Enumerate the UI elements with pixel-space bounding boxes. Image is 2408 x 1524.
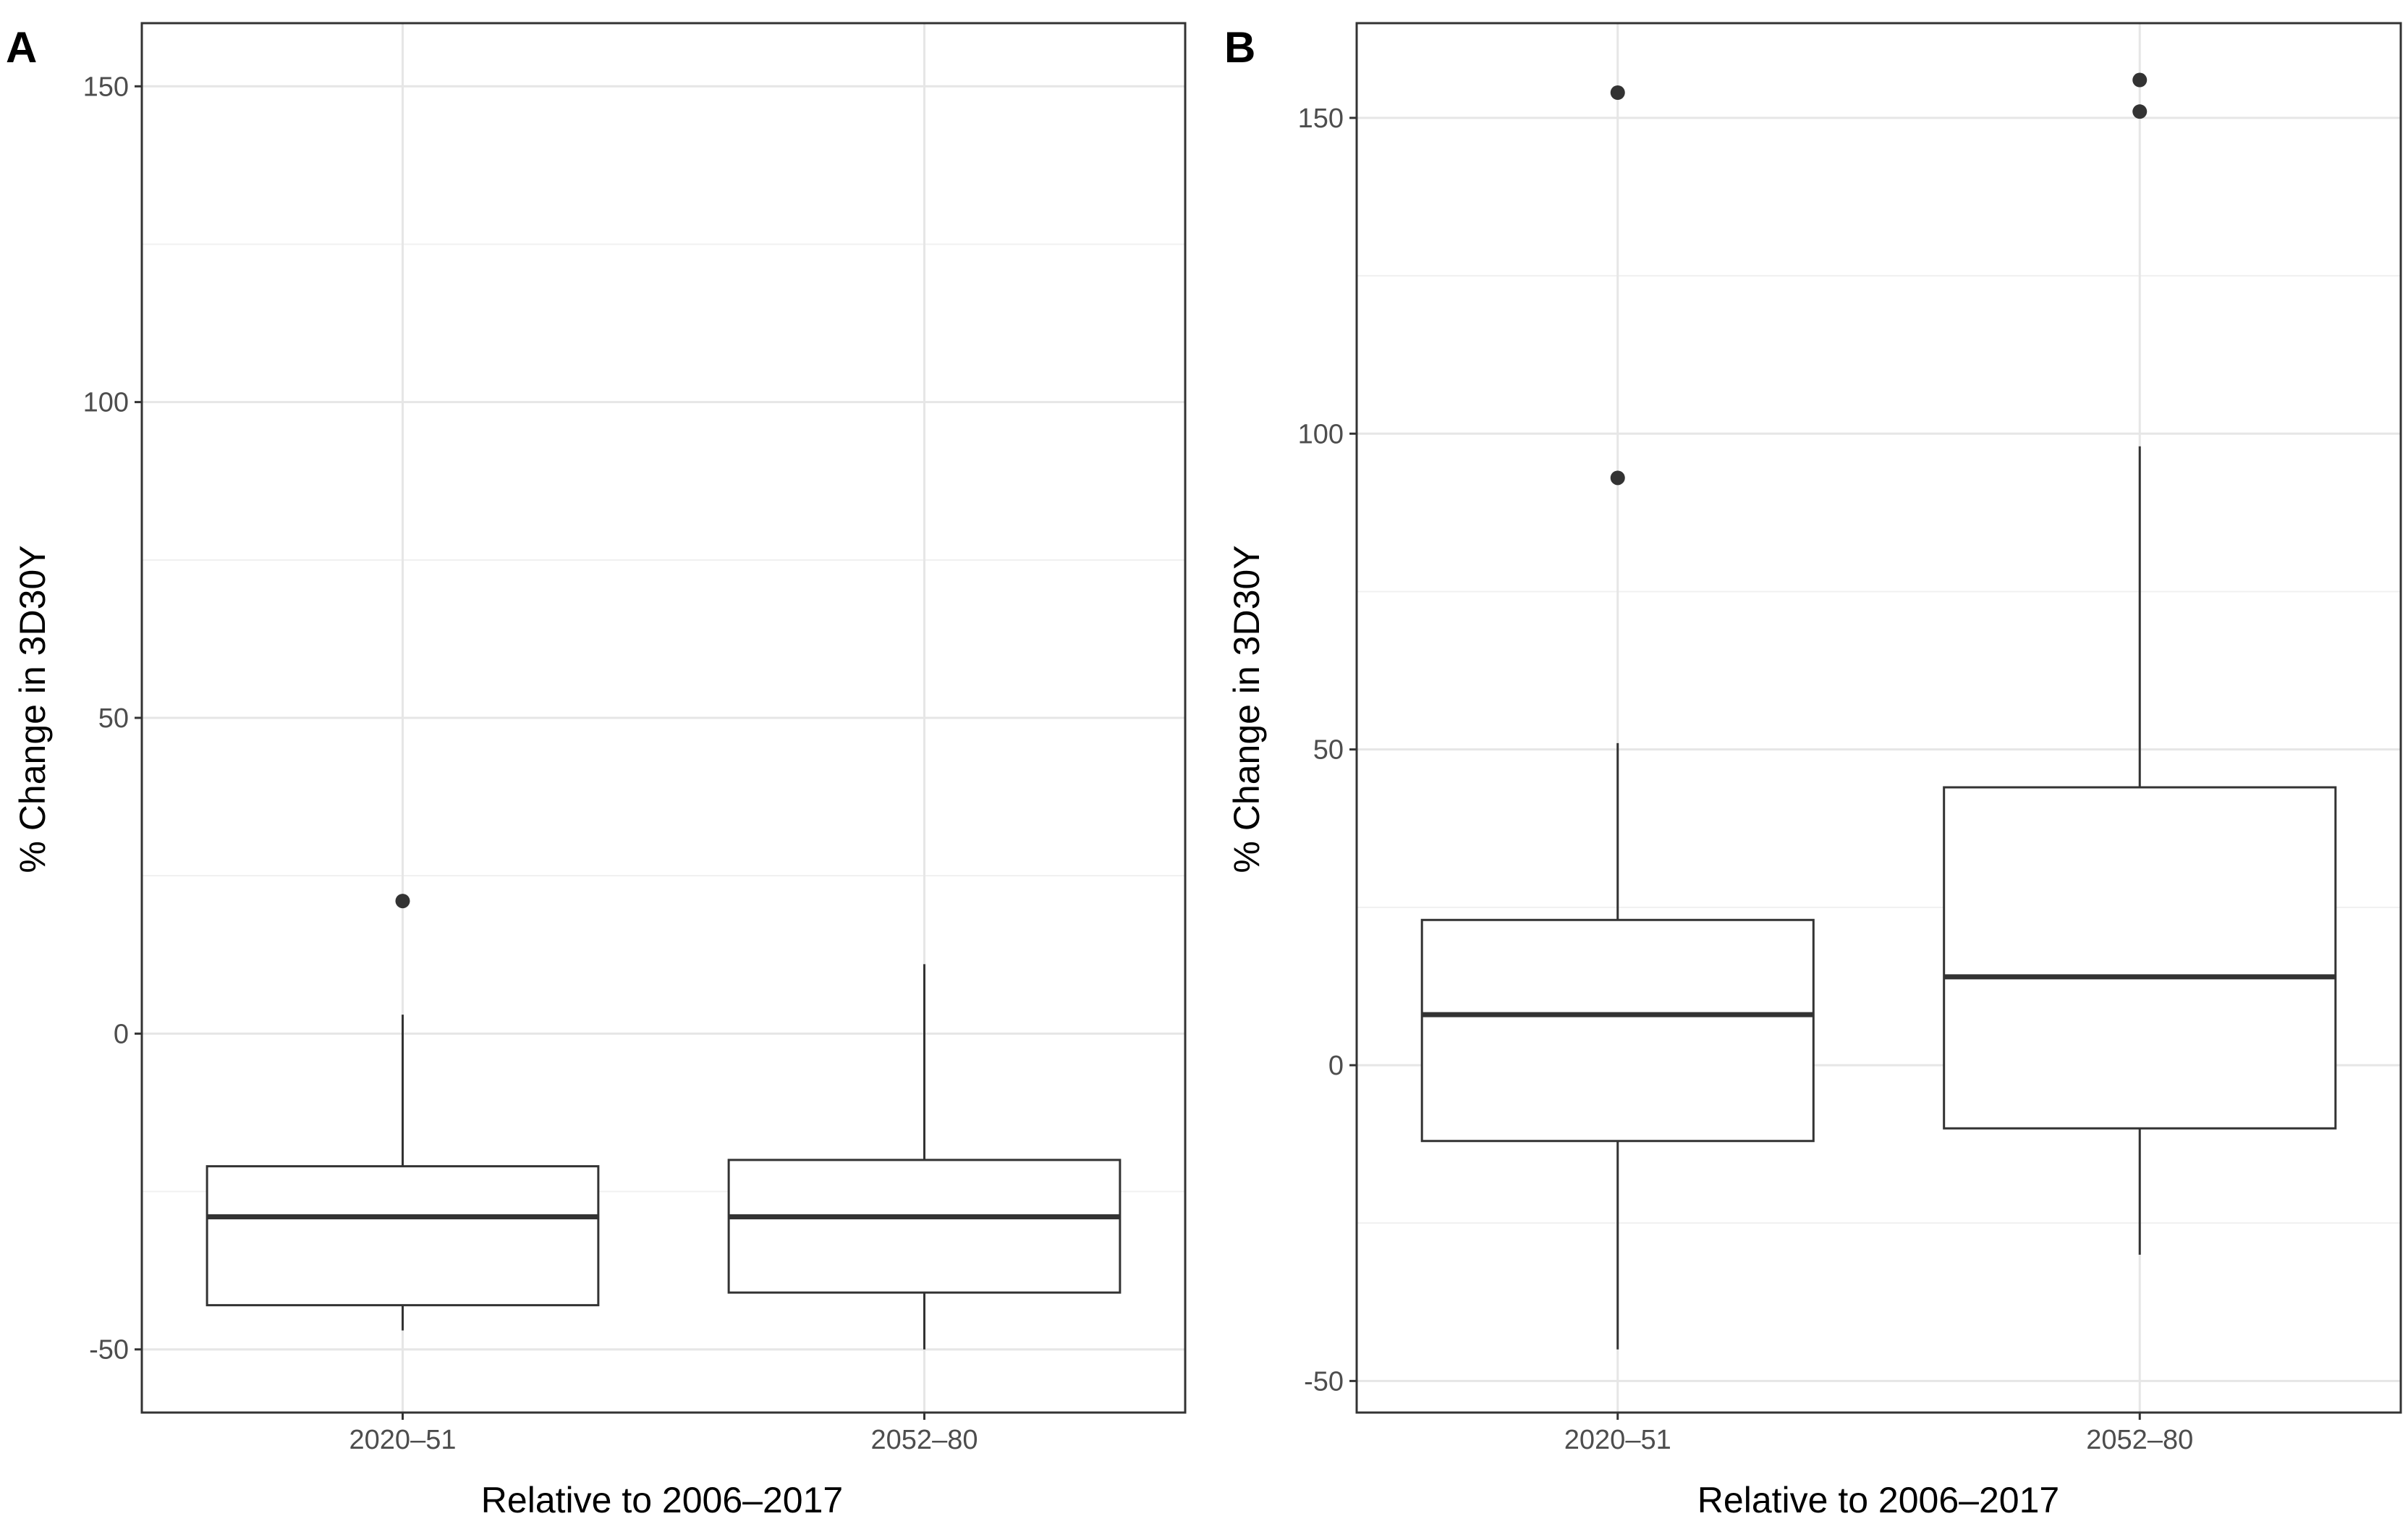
panel-b-x-tick-label: 2052–80 bbox=[2086, 1425, 2193, 1455]
panel-a-x-tick-label: 2020–51 bbox=[349, 1425, 457, 1455]
panel-a-y-tick-label: 100 bbox=[83, 388, 129, 418]
panel-b-outlier-point bbox=[2132, 72, 2148, 88]
panel-a-y-tick-label: 150 bbox=[83, 72, 129, 102]
panel-a-x-axis-title: Relative to 2006–2017 bbox=[481, 1480, 843, 1520]
panel-a-box bbox=[727, 1159, 1122, 1294]
panel-b-outlier-point bbox=[1610, 470, 1625, 486]
panel-b-y-tick-label: 100 bbox=[1298, 419, 1344, 449]
panel-b: B % Change in 3D30Y Relative to 2006–201… bbox=[1224, 22, 2402, 1520]
panel-a-panel-border bbox=[140, 22, 1187, 1414]
panel-a-y-tick-label: -50 bbox=[89, 1335, 129, 1366]
panel-b-y-axis-title: % Change in 3D30Y bbox=[1226, 545, 1267, 873]
panel-a-y-tick-label: 50 bbox=[98, 703, 129, 734]
panel-b-y-tick-label: -50 bbox=[1304, 1366, 1344, 1397]
panel-a-x-tick-label: 2052–80 bbox=[871, 1425, 978, 1455]
panel-b-label: B bbox=[1224, 23, 1255, 72]
panel-b-panel-border bbox=[1355, 22, 2402, 1414]
panel-a-outlier-point bbox=[395, 894, 410, 909]
panel-b-y-tick-label: 150 bbox=[1298, 103, 1344, 134]
panel-a-label: A bbox=[6, 23, 37, 72]
panel-a: A % Change in 3D30Y Relative to 2006–201… bbox=[6, 22, 1187, 1520]
panel-b-x-tick-label: 2020–51 bbox=[1564, 1425, 1671, 1455]
panel-b-x-axis-title: Relative to 2006–2017 bbox=[1697, 1480, 2059, 1520]
panel-a-y-axis-title: % Change in 3D30Y bbox=[12, 545, 53, 873]
panel-b-box bbox=[1943, 786, 2337, 1130]
panel-b-plot-background bbox=[1357, 23, 2401, 1413]
panel-b-outlier-point bbox=[1610, 85, 1625, 100]
panel-b-outlier-point bbox=[2132, 104, 2148, 119]
panel-b-box bbox=[1420, 918, 1815, 1143]
panel-b-y-tick-label: 0 bbox=[1328, 1051, 1344, 1081]
panel-b-y-tick-label: 50 bbox=[1313, 735, 1344, 766]
panel-a-box bbox=[205, 1165, 600, 1307]
panel-a-y-tick-label: 0 bbox=[114, 1019, 129, 1049]
